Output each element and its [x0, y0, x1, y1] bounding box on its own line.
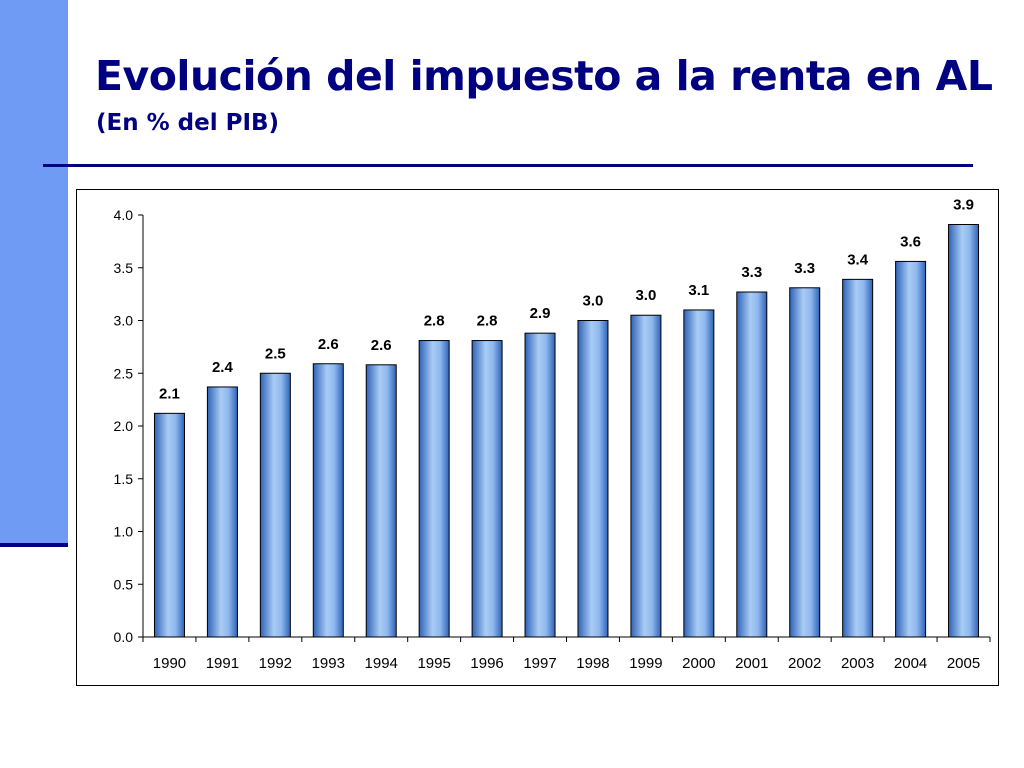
data-label: 3.0 — [583, 293, 604, 310]
x-tick-label: 1993 — [312, 655, 345, 672]
data-label: 2.8 — [477, 313, 498, 330]
side-band — [0, 0, 68, 545]
title-rule — [43, 164, 973, 167]
data-label: 3.3 — [794, 260, 815, 277]
data-label: 3.3 — [741, 264, 762, 281]
y-tick-label: 0.0 — [114, 629, 134, 645]
bar — [736, 291, 768, 638]
y-tick-label: 0.5 — [114, 576, 134, 592]
x-tick-label: 2001 — [735, 655, 768, 672]
chart-data-labels: 2.1 2.4 2.5 2.6 2.6 2.8 2.8 2.9 3.0 3.0 3.1 3.3 3.3 3… — [159, 196, 974, 402]
y-tick-label: 1.5 — [114, 471, 134, 487]
income-tax-bar-chart: 0.0 0.5 1.0 1.5 2.0 2.5 3.0 3.5 4.0 1990 1991 1992 1… — [114, 196, 991, 672]
y-tick-label: 4.0 — [114, 207, 134, 223]
bar — [524, 332, 556, 638]
x-tick-label: 1992 — [259, 655, 292, 672]
data-label: 3.0 — [635, 287, 656, 304]
data-label: 2.6 — [371, 337, 392, 354]
bar — [206, 386, 238, 638]
data-label: 3.4 — [847, 251, 869, 268]
side-band-underline — [0, 543, 68, 547]
y-tick-label: 2.5 — [114, 365, 134, 381]
bar — [895, 260, 927, 638]
x-tick-label: 1994 — [365, 655, 398, 672]
data-label: 2.9 — [530, 305, 551, 322]
chart-bars — [153, 223, 980, 638]
x-tick-label: 1991 — [206, 655, 239, 672]
bar — [948, 223, 980, 638]
bar — [312, 363, 344, 638]
data-label: 3.9 — [953, 196, 974, 213]
bar — [577, 320, 609, 638]
bar — [630, 314, 662, 638]
x-tick-label: 1996 — [470, 655, 503, 672]
x-tick-label: 2000 — [682, 655, 715, 672]
bar — [683, 309, 715, 638]
x-tick-label: 1995 — [417, 655, 450, 672]
x-tick-label: 1990 — [153, 655, 186, 672]
x-tick-label: 1999 — [629, 655, 662, 672]
chart-axes: 0.0 0.5 1.0 1.5 2.0 2.5 3.0 3.5 4.0 1990 1991 1992 1… — [114, 207, 991, 672]
bar — [153, 412, 185, 638]
x-tick-label: 1998 — [576, 655, 609, 672]
y-tick-label: 2.0 — [114, 418, 134, 434]
y-tick-label: 3.0 — [114, 313, 134, 329]
bar — [789, 287, 821, 638]
x-tick-label: 2002 — [788, 655, 821, 672]
bar — [842, 278, 874, 638]
data-label: 2.5 — [265, 345, 286, 362]
data-label: 2.6 — [318, 336, 339, 353]
x-tick-label: 2003 — [841, 655, 874, 672]
slide-subtitle: (En % del PIB) — [96, 110, 280, 136]
bar — [418, 340, 450, 638]
bar — [259, 372, 291, 638]
chart-frame: 0.0 0.5 1.0 1.5 2.0 2.5 3.0 3.5 4.0 1990 1991 1992 1… — [76, 189, 999, 686]
bar — [471, 340, 503, 638]
x-tick-label: 2005 — [947, 655, 980, 672]
bar — [365, 364, 397, 638]
data-label: 2.1 — [159, 385, 180, 402]
data-label: 3.6 — [900, 233, 921, 250]
x-tick-label: 1997 — [523, 655, 556, 672]
data-label: 2.8 — [424, 313, 445, 330]
y-tick-label: 1.0 — [114, 524, 134, 540]
slide-title: Evolución del impuesto a la renta en AL — [95, 52, 993, 100]
data-label: 2.4 — [212, 359, 234, 376]
x-tick-label: 2004 — [894, 655, 927, 672]
data-label: 3.1 — [688, 282, 709, 299]
y-tick-label: 3.5 — [114, 260, 134, 276]
